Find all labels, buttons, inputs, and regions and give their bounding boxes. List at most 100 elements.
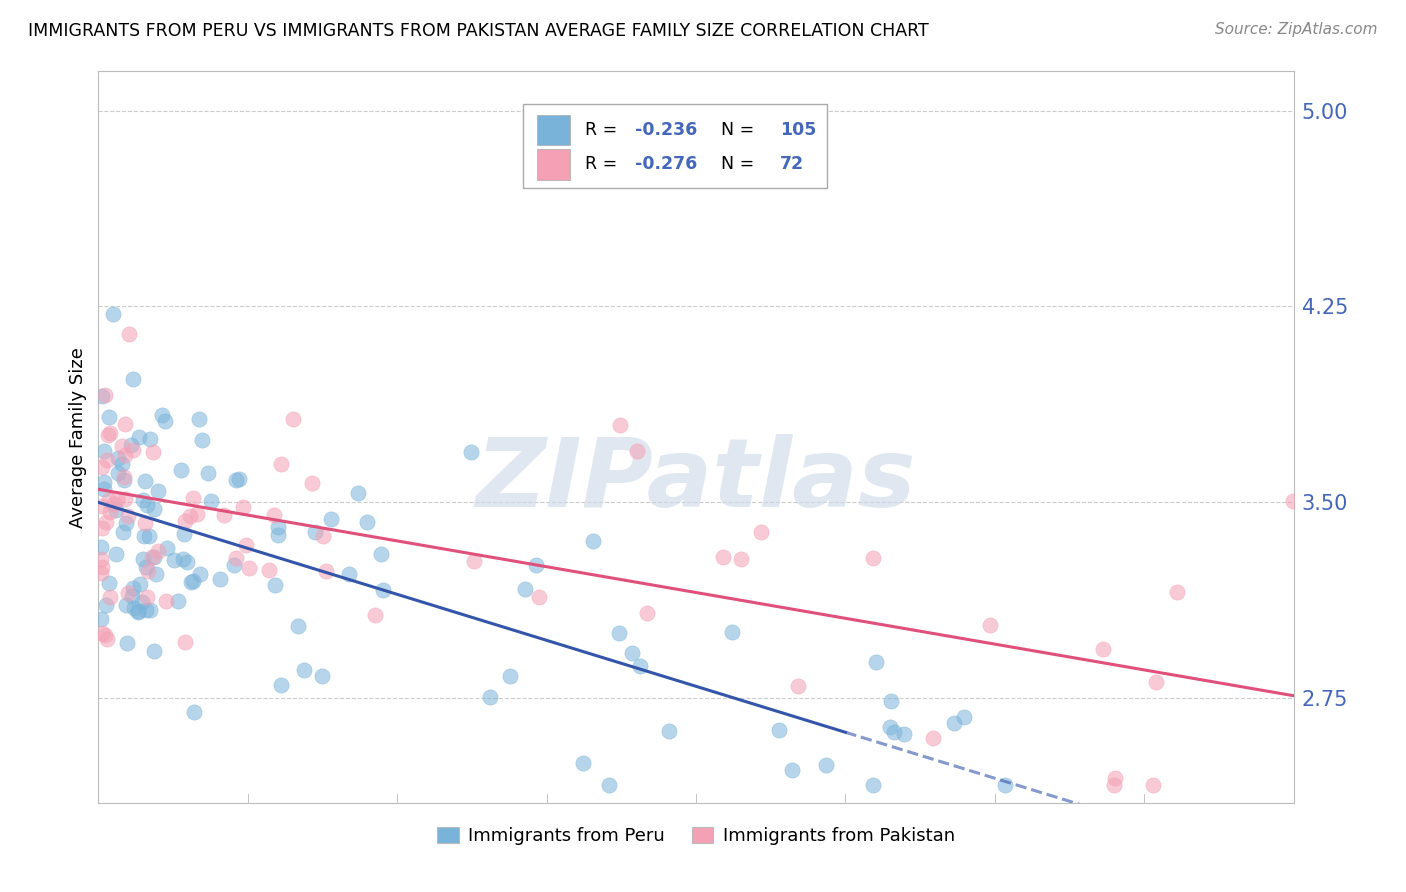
Point [263, 508, 285, 522]
Point [98, 492, 121, 507]
Point [238, 561, 260, 575]
Point [111, 524, 134, 539]
Point [111, 457, 134, 471]
Point [186, 507, 208, 521]
Y-axis label: Average Family Size: Average Family Size [69, 347, 87, 527]
Point [266, 520, 288, 534]
Point [347, 486, 370, 500]
Point [1104, 771, 1126, 785]
Text: N =: N = [710, 121, 761, 139]
Point [122, 600, 145, 615]
Point [571, 756, 593, 770]
Point [107, 451, 129, 466]
Point [513, 582, 536, 596]
Point [112, 473, 135, 487]
Point [96, 453, 118, 467]
Text: 72: 72 [780, 155, 804, 173]
Point [176, 556, 198, 570]
Text: -0.236: -0.236 [636, 121, 697, 139]
Point [115, 635, 138, 649]
Point [460, 445, 482, 459]
Point [865, 655, 887, 669]
Point [768, 723, 790, 737]
Point [786, 679, 808, 693]
Point [181, 574, 204, 589]
Point [118, 327, 141, 342]
Point [626, 444, 648, 458]
Point [337, 567, 360, 582]
Point [134, 474, 156, 488]
Point [780, 763, 803, 777]
Point [292, 663, 315, 677]
Point [117, 586, 139, 600]
Point [228, 472, 250, 486]
Point [135, 498, 157, 512]
Point [91, 499, 114, 513]
Point [1281, 494, 1303, 508]
Point [582, 534, 605, 549]
FancyBboxPatch shape [523, 104, 827, 188]
Point [815, 757, 838, 772]
Point [93, 387, 115, 401]
Point [114, 492, 136, 507]
Point [98, 590, 121, 604]
Point [527, 590, 550, 604]
Point [94, 598, 117, 612]
Point [93, 475, 115, 489]
Point [304, 524, 326, 539]
Point [1144, 674, 1167, 689]
Point [139, 602, 162, 616]
Point [879, 694, 901, 708]
Point [134, 516, 156, 531]
Point [173, 526, 195, 541]
Point [658, 724, 681, 739]
Point [1092, 642, 1115, 657]
Text: ZIPatlas: ZIPatlas [475, 434, 917, 527]
Point [93, 482, 115, 496]
Point [200, 494, 222, 508]
Point [862, 551, 884, 566]
Point [90, 612, 112, 626]
Point [312, 528, 335, 542]
Point [609, 418, 631, 433]
Point [131, 595, 153, 609]
Point [107, 466, 129, 480]
Point [98, 575, 121, 590]
Point [148, 544, 170, 558]
Point [1102, 778, 1125, 792]
Point [94, 627, 117, 641]
Point [370, 547, 392, 561]
Point [134, 529, 156, 543]
Point [212, 508, 235, 523]
Point [319, 512, 342, 526]
Point [114, 417, 136, 432]
Point [287, 618, 309, 632]
Point [103, 498, 125, 512]
Point [197, 467, 219, 481]
Point [183, 705, 205, 719]
Point [90, 551, 112, 566]
Text: -0.276: -0.276 [636, 155, 697, 173]
Point [162, 552, 184, 566]
FancyBboxPatch shape [537, 114, 571, 145]
Point [301, 475, 323, 490]
Point [921, 731, 943, 745]
Point [315, 564, 337, 578]
Point [952, 710, 974, 724]
Point [90, 566, 112, 580]
Point [136, 564, 159, 578]
Point [146, 483, 169, 498]
Point [498, 669, 520, 683]
Point [128, 430, 150, 444]
Point [235, 538, 257, 552]
Point [181, 491, 204, 505]
Point [879, 720, 901, 734]
Point [598, 778, 620, 792]
Point [141, 550, 163, 565]
Point [155, 594, 177, 608]
Point [90, 625, 112, 640]
Point [121, 589, 143, 603]
Point [145, 567, 167, 582]
Point [114, 470, 136, 484]
Point [994, 778, 1017, 792]
